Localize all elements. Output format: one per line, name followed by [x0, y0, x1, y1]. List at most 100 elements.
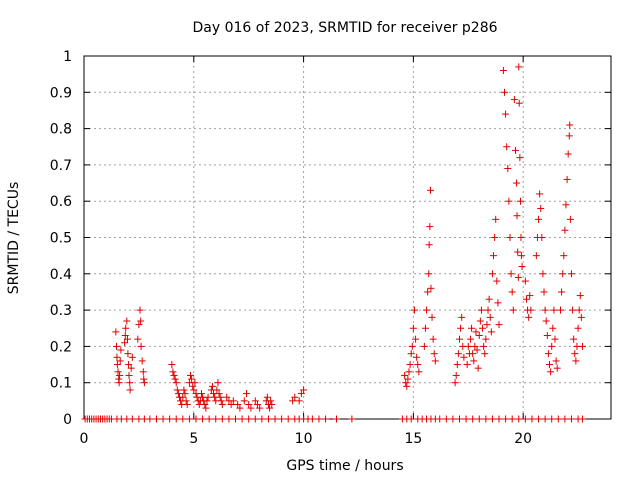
data-point: [428, 313, 436, 321]
data-point: [182, 397, 190, 405]
data-point: [140, 379, 148, 387]
data-point: [251, 415, 259, 423]
data-point: [494, 299, 502, 307]
data-point: [315, 415, 323, 423]
data-point: [527, 306, 535, 314]
data-point: [468, 324, 476, 332]
data-point: [126, 386, 134, 394]
data-point: [172, 415, 180, 423]
data-point: [567, 270, 575, 278]
data-point: [173, 386, 181, 394]
data-point: [218, 400, 226, 408]
data-point: [482, 415, 490, 423]
data-point: [408, 342, 416, 350]
data-point: [186, 371, 194, 379]
data-point: [199, 415, 207, 423]
data-point: [559, 270, 567, 278]
data-point: [245, 415, 253, 423]
data-point: [513, 179, 521, 187]
data-point: [225, 415, 233, 423]
data-point: [452, 371, 460, 379]
data-point: [214, 379, 222, 387]
data-point: [201, 400, 209, 408]
data-point: [484, 306, 492, 314]
data-point: [125, 371, 133, 379]
data-point: [554, 415, 562, 423]
data-point: [171, 375, 179, 383]
data-point: [535, 215, 543, 223]
data-point: [300, 386, 308, 394]
data-point: [506, 234, 514, 241]
data-point: [191, 379, 199, 387]
data-point: [407, 415, 415, 423]
data-point: [566, 215, 574, 223]
data-point: [146, 415, 154, 423]
data-point: [278, 415, 286, 423]
data-point: [121, 332, 129, 340]
data-point: [123, 335, 131, 343]
data-point: [574, 324, 582, 332]
data-point: [424, 288, 432, 296]
data-point: [504, 165, 512, 173]
data-point: [414, 361, 422, 369]
data-point: [453, 361, 461, 369]
data-point: [515, 415, 523, 423]
data-point: [549, 324, 557, 332]
data-point: [264, 415, 272, 423]
data-point: [240, 397, 248, 405]
data-point: [289, 397, 297, 405]
data-point: [518, 263, 526, 271]
data-point: [517, 234, 525, 241]
data-point: [578, 342, 586, 350]
data-point: [471, 342, 479, 350]
y-tick-label: 0.5: [50, 231, 72, 247]
data-point: [539, 270, 547, 278]
data-point: [140, 375, 148, 383]
data-point: [515, 63, 523, 71]
data-point: [501, 88, 509, 96]
data-point: [517, 252, 525, 260]
data-point: [172, 379, 180, 387]
data-point: [546, 361, 554, 369]
data-point: [123, 317, 131, 325]
data-point: [404, 375, 412, 383]
data-point: [569, 306, 577, 314]
data-point: [560, 252, 568, 260]
data-point: [267, 397, 275, 405]
data-point: [229, 397, 237, 405]
y-tick-label: 0.1: [50, 376, 72, 392]
data-point: [464, 342, 472, 350]
data-point: [469, 415, 477, 423]
data-point: [558, 288, 566, 296]
data-point: [493, 277, 501, 285]
data-point: [541, 306, 549, 314]
data-point: [563, 175, 571, 183]
data-point: [188, 375, 196, 383]
data-point: [427, 186, 435, 194]
data-point: [488, 270, 496, 278]
data-point: [548, 342, 556, 350]
y-tick-label: 0: [63, 412, 72, 428]
data-point: [536, 190, 544, 198]
x-axis: 0 5 10 15 20: [80, 56, 532, 447]
data-point: [495, 321, 503, 329]
data-point: [550, 306, 558, 314]
data-point: [208, 382, 216, 390]
data-point: [474, 364, 482, 372]
data-point: [541, 415, 549, 423]
data-point: [291, 393, 299, 401]
data-point: [138, 357, 146, 365]
data-point: [430, 350, 438, 358]
data-point: [333, 415, 341, 423]
data-point: [483, 321, 491, 329]
data-point: [234, 400, 242, 408]
data-point: [170, 371, 178, 379]
y-tick-label: 0.7: [50, 158, 72, 174]
data-point: [516, 154, 524, 162]
data-point: [425, 241, 433, 249]
data-point: [502, 110, 510, 118]
data-point: [179, 415, 187, 423]
data-point: [480, 342, 488, 350]
data-point: [451, 379, 459, 387]
